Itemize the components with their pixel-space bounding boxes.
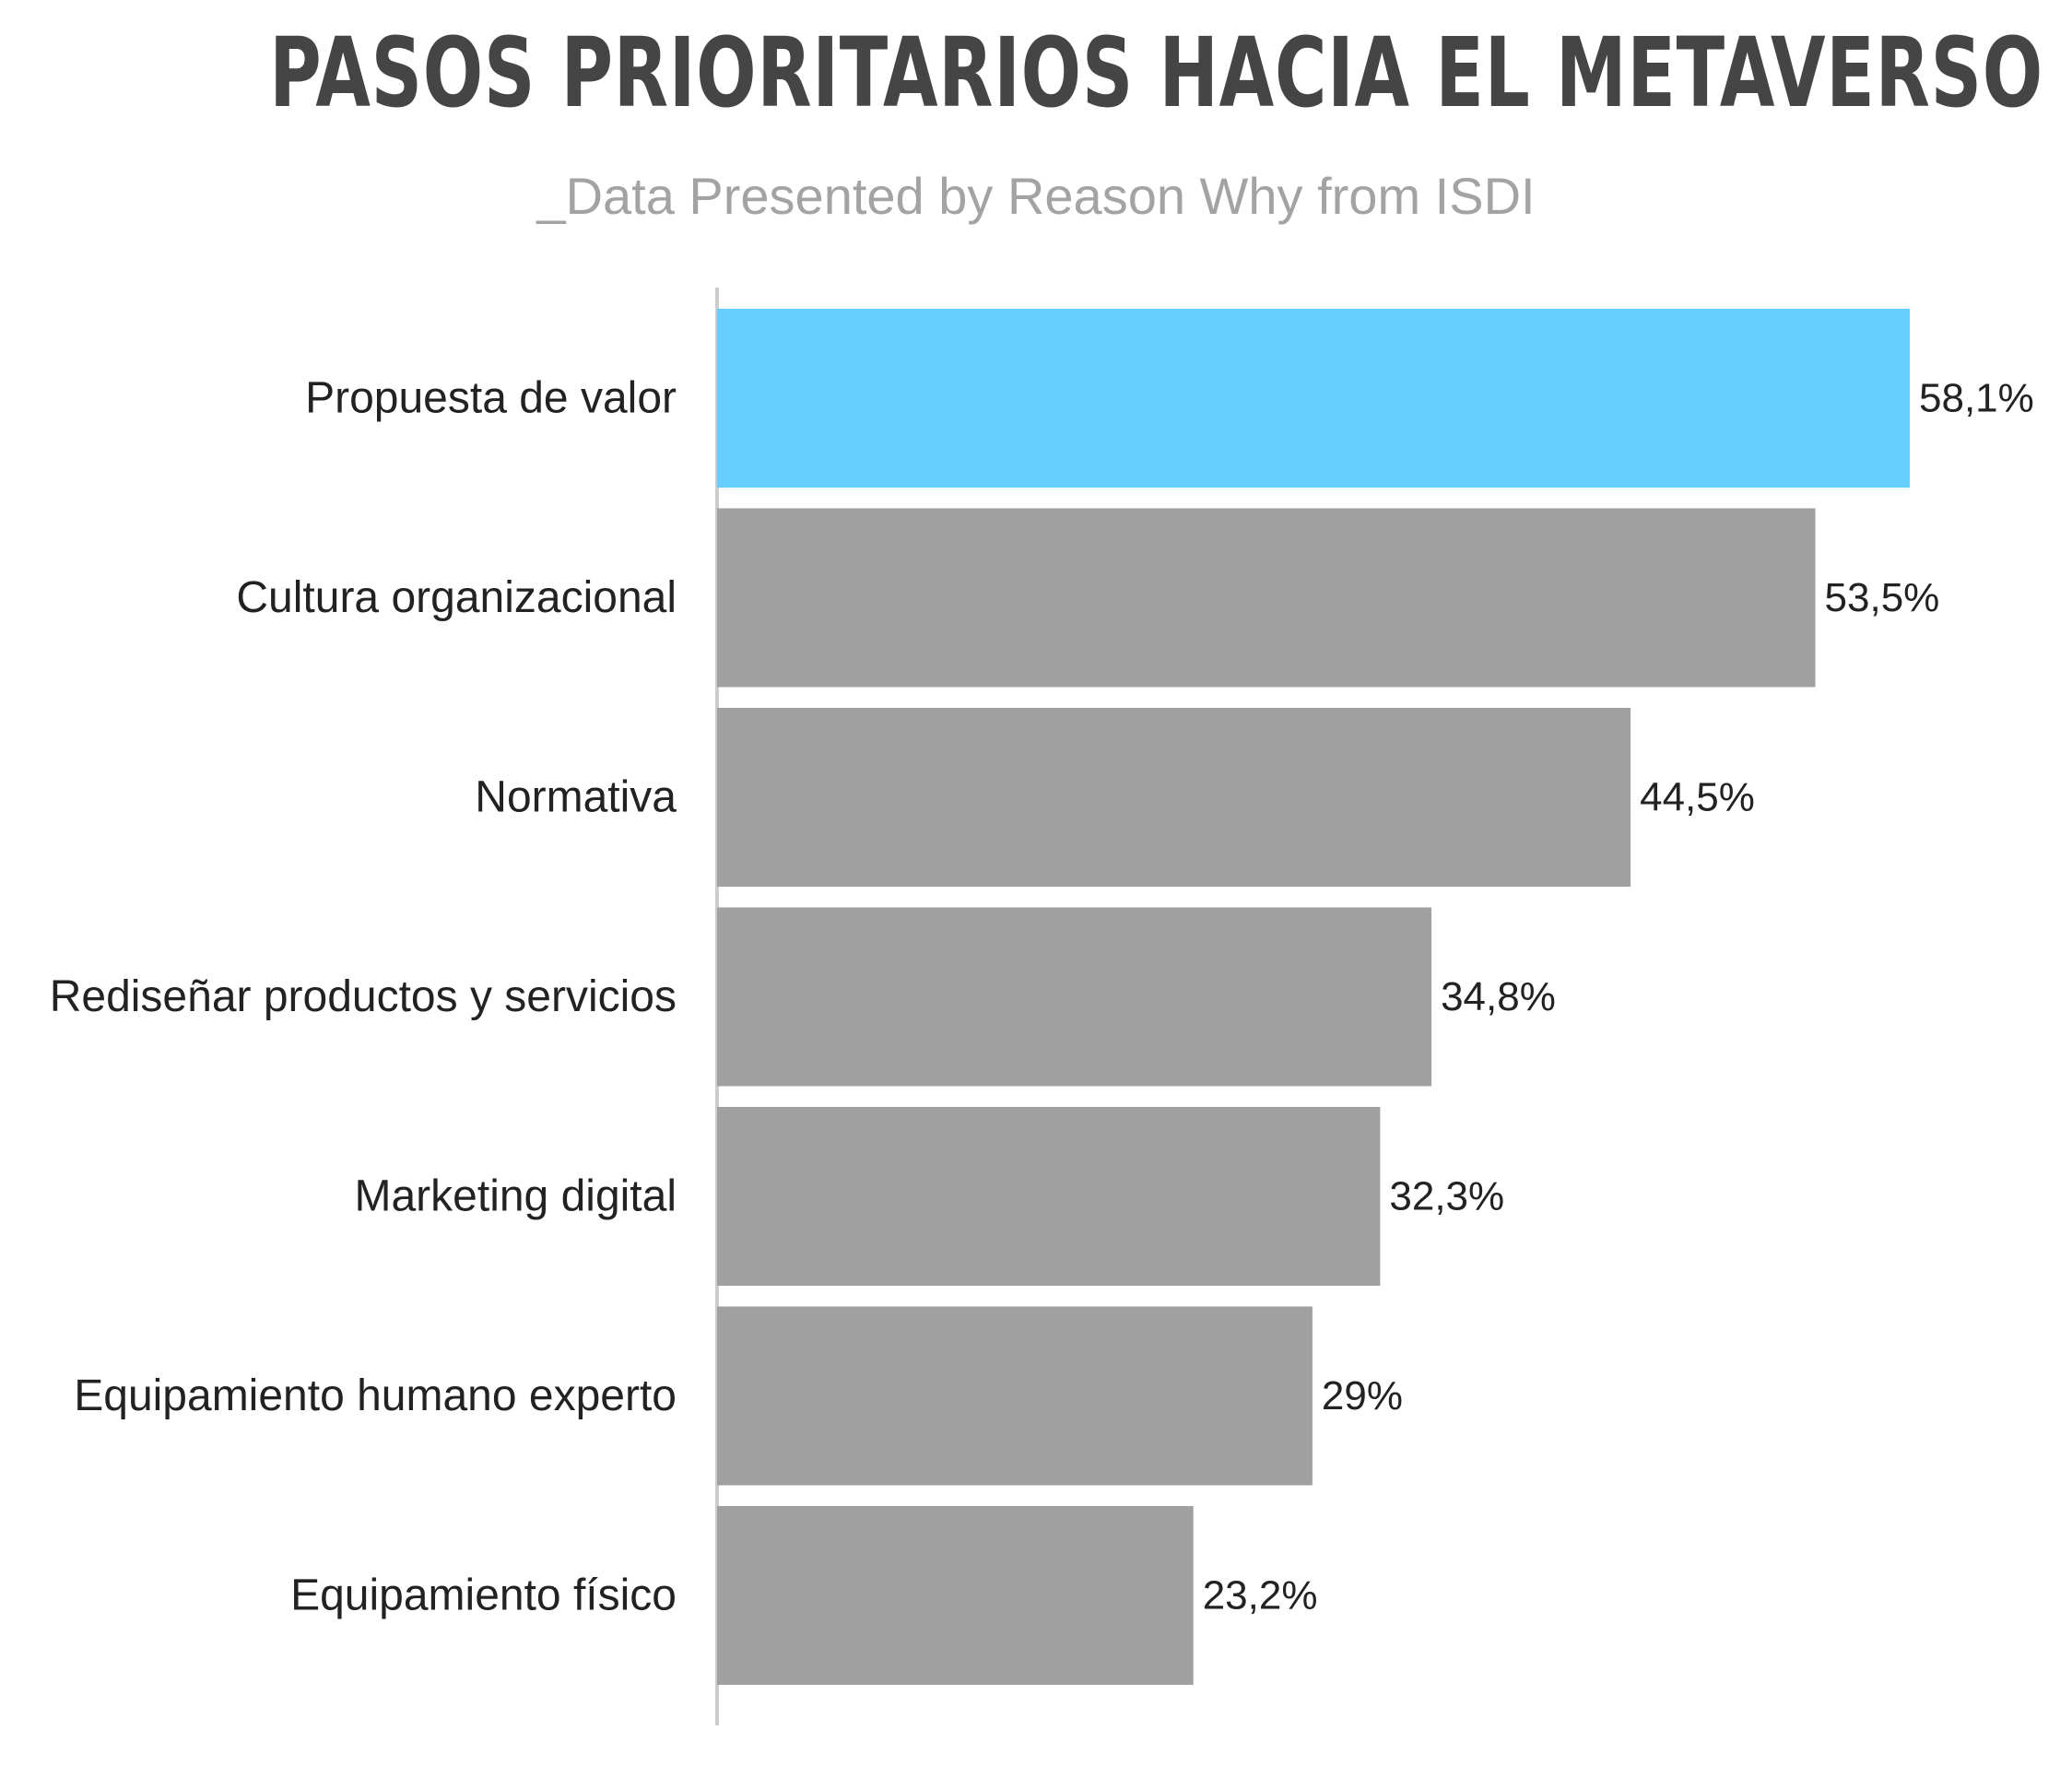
value-label-1: 53,5%	[1825, 575, 1940, 620]
category-label-6: Equipamiento físico	[290, 1571, 677, 1620]
value-label-4: 32,3%	[1389, 1174, 1504, 1219]
chart-title: PASOS PRIORITARIOS HACIA EL METAVERSO	[269, 17, 2043, 129]
value-label-0: 58,1%	[1919, 376, 2034, 421]
bars-group	[717, 309, 1910, 1685]
category-label-5: Equipamiento humano experto	[74, 1371, 677, 1420]
bar-3	[717, 907, 1432, 1087]
category-label-1: Cultura organizacional	[236, 573, 677, 622]
bar-0	[717, 309, 1910, 488]
category-label-3: Rediseñar productos y servicios	[50, 972, 677, 1021]
category-labels-group: Propuesta de valor Cultura organizacional…	[50, 374, 677, 1620]
category-label-2: Normativa	[475, 773, 677, 822]
value-labels-group: 58,1% 53,5% 44,5% 34,8% 32,3% 29% 23,2%	[1203, 376, 2034, 1618]
category-label-0: Propuesta de valor	[305, 374, 677, 423]
value-label-3: 34,8%	[1441, 974, 1556, 1019]
bar-6	[717, 1506, 1194, 1685]
value-label-2: 44,5%	[1640, 775, 1755, 820]
bar-5	[717, 1306, 1313, 1486]
value-label-5: 29%	[1322, 1373, 1403, 1418]
bar-1	[717, 508, 1816, 688]
bar-2	[717, 708, 1631, 887]
chart-subtitle: _Data Presented by Reason Why from ISDI	[536, 167, 1536, 225]
bar-4	[717, 1107, 1381, 1286]
value-label-6: 23,2%	[1203, 1573, 1318, 1618]
category-label-4: Marketing digital	[355, 1172, 677, 1221]
